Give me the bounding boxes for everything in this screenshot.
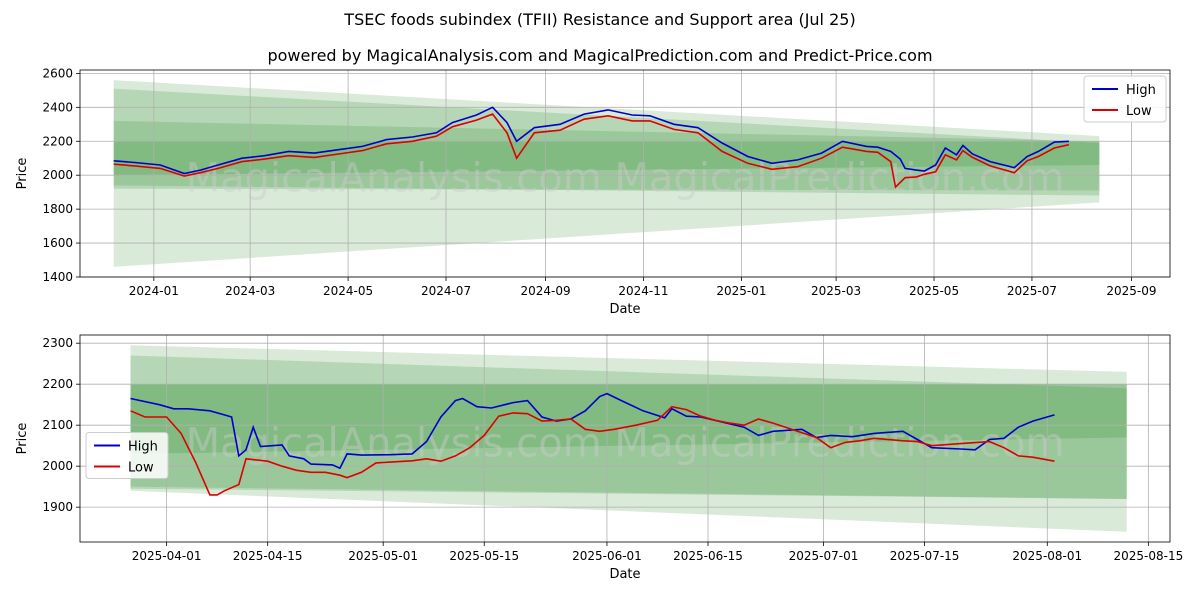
support-resistance-band [130,384,1127,499]
chart-panel-2: MagicalAnalysis.com MagicalPrediction.co… [15,334,1183,582]
y-axis-label: Price [15,158,30,190]
x-tick-label: 2024-07 [421,284,471,298]
y-tick-label: 2600 [42,66,73,80]
x-tick-label: 2024-03 [225,284,275,298]
x-tick-label: 2025-09 [1106,284,1156,298]
x-tick-label: 2025-03 [811,284,861,298]
x-tick-label: 2025-06-01 [572,549,642,563]
legend: High Low [85,432,169,479]
y-tick-label: 1800 [42,202,73,216]
watermark: MagicalAnalysis.com MagicalPrediction.co… [186,421,1065,467]
x-tick-label: 2025-05-15 [449,549,519,563]
support-resistance-band [113,80,1100,267]
legend-label-high: High [1126,83,1156,98]
x-axis-label: Date [609,567,640,582]
x-tick-label: 2025-04-01 [132,549,202,563]
x-tick-label: 2025-05 [909,284,959,298]
x-tick-label: 2025-08-01 [1012,549,1082,563]
support-resistance-band [113,120,1100,196]
y-tick-label: 2000 [42,459,73,473]
chart-panel-1: MagicalAnalysis.com MagicalPrediction.co… [15,66,1171,317]
y-tick-label: 2100 [42,418,73,432]
support-resistance-band [130,384,1127,454]
y-tick-label: 1400 [42,270,73,284]
y-tick-label: 2400 [42,100,73,114]
series-line-low [113,113,1070,189]
series-line-high [113,106,1069,175]
legend-label-low: Low [128,461,154,476]
y-tick-label: 2200 [42,377,73,391]
support-resistance-band [130,345,1127,532]
x-tick-label: 2024-01 [129,284,179,298]
y-axis-label: Price [15,423,30,455]
support-resistance-band [113,88,1100,191]
x-tick-label: 2025-07-15 [890,549,960,563]
plot-frame [79,69,1171,278]
x-tick-label: 2025-07 [1007,284,1057,298]
x-tick-label: 2025-04-15 [233,549,303,563]
x-tick-label: 2025-05-01 [348,549,418,563]
x-tick-label: 2025-06-15 [673,549,743,563]
series-line-high [130,392,1055,470]
series-line-low [130,405,1055,496]
watermark: MagicalAnalysis.com MagicalPrediction.co… [186,156,1065,202]
chart-title: TSEC foods subindex (TFII) Resistance an… [344,10,856,29]
y-tick-label: 1900 [42,500,73,514]
y-tick-label: 2300 [42,336,73,350]
x-tick-label: 2024-09 [520,284,570,298]
y-tick-label: 1600 [42,236,73,250]
x-tick-label: 2024-05 [323,284,373,298]
x-tick-label: 2025-08-15 [1113,549,1183,563]
chart-subtitle: powered by MagicalAnalysis.com and Magic… [267,46,933,65]
x-tick-label: 2024-11 [618,284,668,298]
plot-frame [79,334,1171,543]
x-axis-label: Date [609,302,640,317]
y-tick-label: 2000 [42,168,73,182]
legend-label-low: Low [1126,104,1152,119]
y-tick-label: 2200 [42,134,73,148]
legend-label-high: High [128,440,158,455]
legend: High Low [1083,75,1167,123]
x-tick-label: 2025-07-01 [789,549,859,563]
x-tick-label: 2025-01 [716,284,766,298]
